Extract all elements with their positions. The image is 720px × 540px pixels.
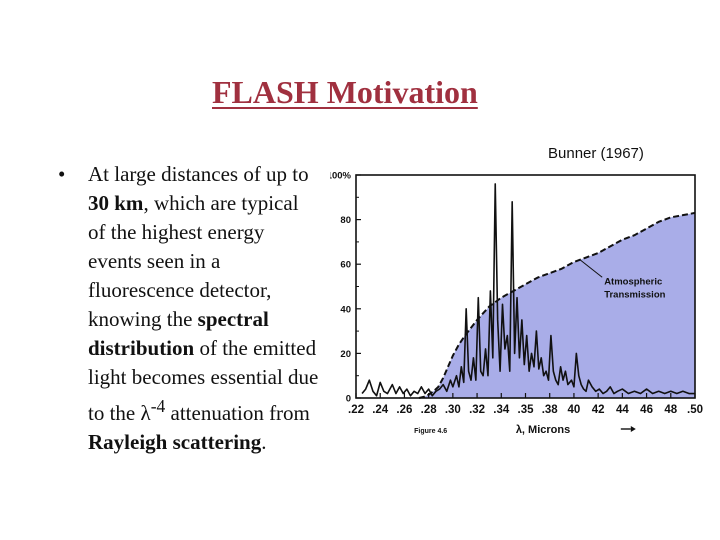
x-tick-label: 48 <box>664 404 677 416</box>
annotation-leader <box>579 259 603 278</box>
x-tick-label: .32 <box>469 404 485 416</box>
y-tick-label: 60 <box>340 260 351 271</box>
x-tick-label: 42 <box>592 404 605 416</box>
x-tick-label: .38 <box>542 404 559 416</box>
x-tick-label: .30 <box>445 404 461 416</box>
transmission-dashed-line <box>418 211 696 399</box>
x-tick-label: 44 <box>616 404 629 416</box>
bullet-text: At large distances of up to 30 km, which… <box>88 160 320 457</box>
spectrum-line <box>361 183 695 397</box>
y-tick-label: 0 <box>346 394 351 405</box>
distance-emphasis: 30 km <box>88 191 144 215</box>
x-tick-label: 46 <box>640 404 653 416</box>
spectral-distribution-emphasis: spectral distribution <box>88 307 269 360</box>
arrow-right-icon-head <box>630 426 636 432</box>
bullet-marker: • <box>58 162 66 186</box>
slide-title: FLASH Motivation <box>212 74 478 110</box>
lambda-symbol: λ <box>140 401 151 425</box>
x-tick-label: .24 <box>372 404 389 416</box>
x-tick-label: .26 <box>396 404 412 416</box>
annotation-label: Transmission <box>604 289 665 300</box>
x-tick-label: .50 <box>687 404 703 416</box>
x-tick-label: .22 <box>348 404 364 416</box>
lambda-exponent: -4 <box>150 396 166 416</box>
y-tick-label: 80 <box>340 215 351 226</box>
bullet-text-part: . <box>261 430 267 454</box>
x-tick-label: .35 <box>518 404 535 416</box>
y-tick-label: 40 <box>340 304 351 315</box>
bullet-text-part: of the emitted light becomes essential d… <box>88 336 319 425</box>
x-tick-label: 40 <box>568 404 581 416</box>
spectrum-chart: 0 20 40 60 80 100% .22 .24 .26 .28 .30 .32 .34 .35 .38… <box>327 165 710 445</box>
rayleigh-emphasis: Rayleigh scattering <box>88 430 262 454</box>
x-tick-label: .28 <box>421 404 438 416</box>
y-tick-label: 20 <box>340 349 351 360</box>
spectrum-chart-svg: 0 20 40 60 80 100% .22 .24 .26 .28 .30 .32 .34 .35 .38… <box>327 171 703 437</box>
annotation-label: Atmospheric <box>604 276 662 287</box>
y-tick-label: 100% <box>330 171 352 182</box>
bullet-text-part: At large distances of up to <box>88 162 309 186</box>
citation: Bunner (1967) <box>548 145 644 162</box>
x-tick-label: .34 <box>493 404 510 416</box>
figure-label: Figure 4.6 <box>414 428 447 435</box>
bullet-text-part: , which are typical of the highest energ… <box>88 191 299 331</box>
bullet-text-part: attenuation from <box>165 401 310 425</box>
x-axis-label: λ, Microns <box>516 424 570 436</box>
